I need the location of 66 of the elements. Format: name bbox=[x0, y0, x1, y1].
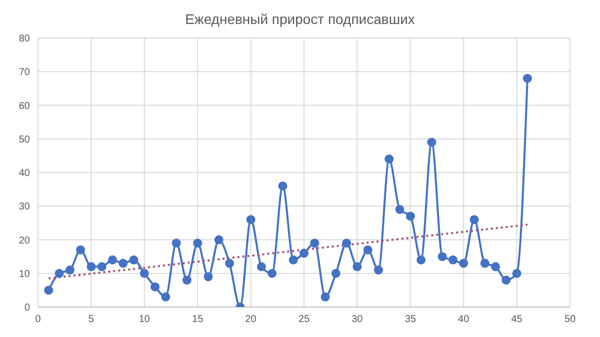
point bbox=[491, 262, 500, 272]
point bbox=[352, 262, 362, 272]
x-tick-label: 25 bbox=[298, 314, 310, 326]
point bbox=[97, 262, 106, 272]
x-tick-label: 0 bbox=[35, 314, 42, 326]
point bbox=[150, 282, 160, 292]
point bbox=[470, 215, 479, 224]
point bbox=[395, 204, 404, 214]
x-tick-label: 5 bbox=[88, 314, 94, 326]
x-tick-label: 15 bbox=[192, 314, 204, 326]
point bbox=[374, 266, 383, 275]
point bbox=[427, 138, 436, 147]
point bbox=[86, 262, 96, 272]
point bbox=[278, 181, 288, 190]
point bbox=[65, 266, 74, 275]
y-tick-label: 70 bbox=[18, 67, 30, 78]
point bbox=[331, 268, 340, 278]
point bbox=[438, 252, 447, 262]
point bbox=[480, 258, 490, 268]
point bbox=[256, 262, 266, 272]
point bbox=[76, 245, 86, 254]
x-tick-label: 45 bbox=[511, 314, 523, 326]
x-tick-label: 35 bbox=[404, 314, 416, 326]
point bbox=[108, 255, 117, 264]
point bbox=[172, 238, 181, 248]
point bbox=[118, 258, 128, 268]
point bbox=[502, 276, 511, 285]
point bbox=[225, 258, 234, 268]
point bbox=[448, 255, 458, 264]
point bbox=[182, 276, 192, 285]
point bbox=[363, 245, 372, 254]
x-tick-label: 50 bbox=[564, 314, 576, 326]
point bbox=[459, 258, 468, 268]
y-tick-label: 50 bbox=[18, 134, 30, 146]
y-tick-label: 60 bbox=[18, 100, 30, 112]
point bbox=[204, 272, 213, 282]
point bbox=[512, 268, 522, 278]
x-tick-label: 20 bbox=[245, 314, 257, 326]
point bbox=[320, 292, 330, 302]
point bbox=[384, 154, 394, 164]
y-tick-label: 80 bbox=[18, 34, 30, 45]
point bbox=[300, 248, 308, 258]
x-tick-label: 10 bbox=[138, 314, 150, 326]
point bbox=[246, 215, 256, 224]
point bbox=[310, 238, 320, 248]
chart-title: Ежедневный прирост подписавших bbox=[184, 10, 416, 29]
point bbox=[54, 268, 64, 278]
x-tick-label: 30 bbox=[352, 314, 364, 326]
point bbox=[193, 238, 202, 248]
point bbox=[214, 235, 224, 244]
point bbox=[342, 238, 352, 248]
point bbox=[416, 255, 426, 264]
point bbox=[288, 255, 298, 264]
point bbox=[44, 286, 54, 295]
y-tick-label: 40 bbox=[18, 168, 30, 180]
y-tick-label: 0 bbox=[24, 302, 30, 314]
y-tick-label: 30 bbox=[18, 202, 30, 213]
point bbox=[522, 74, 532, 83]
point bbox=[140, 268, 149, 278]
point bbox=[129, 255, 138, 264]
point bbox=[268, 268, 277, 278]
point bbox=[406, 212, 415, 221]
y-tick-label: 10 bbox=[18, 268, 30, 280]
y-tick-label: 20 bbox=[18, 235, 30, 246]
x-tick-label: 40 bbox=[458, 314, 470, 326]
point bbox=[161, 292, 170, 302]
